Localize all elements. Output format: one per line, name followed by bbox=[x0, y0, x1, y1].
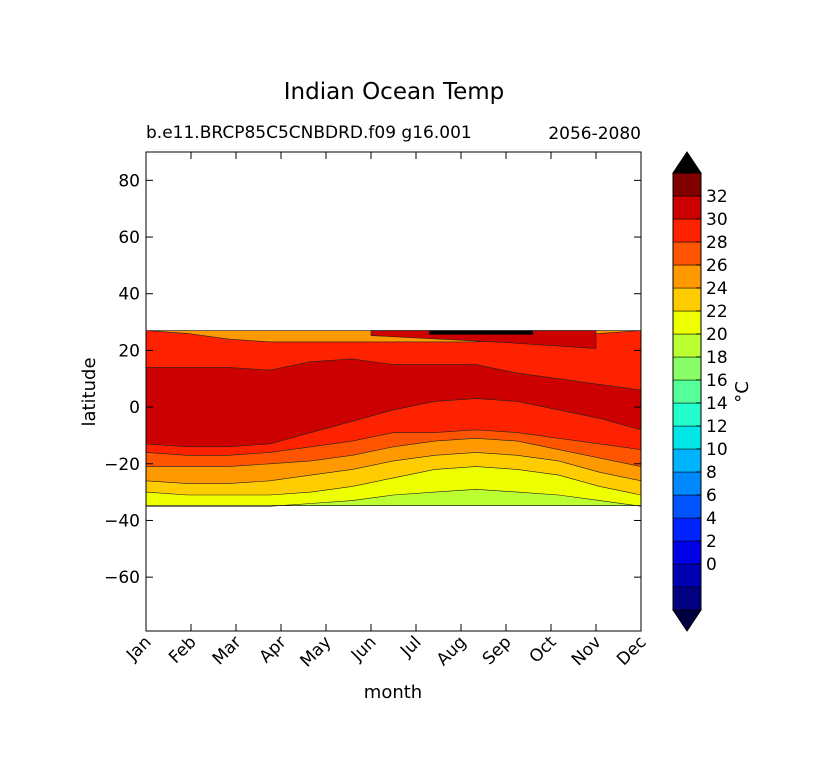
x-tick-label: Mar bbox=[209, 632, 246, 669]
colorbar-tick-label: 14 bbox=[706, 394, 728, 414]
colorbar-swatch bbox=[672, 425, 702, 450]
colorbar-swatch bbox=[672, 517, 702, 542]
colorbar-tick-label: 2 bbox=[706, 532, 717, 552]
x-tick-label: Feb bbox=[165, 632, 200, 667]
colorbar-extend-low bbox=[672, 609, 702, 632]
colorbar-swatch bbox=[672, 402, 702, 427]
y-tick-label: −40 bbox=[104, 511, 140, 531]
x-tick-label: Nov bbox=[568, 632, 606, 670]
y-tick-label: 80 bbox=[118, 171, 140, 191]
colorbar-swatch bbox=[672, 195, 702, 220]
colorbar-tick-label: 16 bbox=[706, 371, 728, 391]
contour-band-30-32 bbox=[146, 358, 641, 448]
x-axis-label: month bbox=[364, 682, 422, 703]
x-tick-label: Apr bbox=[256, 632, 291, 667]
x-tick-label: Jun bbox=[347, 632, 381, 666]
colorbar-tick-label: 26 bbox=[706, 256, 728, 276]
y-tick-label: −60 bbox=[104, 568, 140, 588]
x-tick-label: Jan bbox=[122, 632, 155, 665]
colorbar-swatch bbox=[672, 172, 702, 197]
colorbar-tick-label: 0 bbox=[706, 555, 717, 575]
y-tick-label: 40 bbox=[118, 285, 140, 305]
colorbar-swatch bbox=[672, 333, 702, 358]
colorbar-tick-label: 8 bbox=[706, 463, 717, 483]
y-tick-label: −20 bbox=[104, 455, 140, 475]
colorbar-swatch bbox=[672, 471, 702, 496]
colorbar-swatch bbox=[672, 356, 702, 381]
colorbar-swatch bbox=[672, 218, 702, 243]
chart-subtitle-left: b.e11.BRCP85C5CNBDRD.f09 g16.001 bbox=[146, 123, 472, 143]
contour-band-north-darkred bbox=[370, 330, 597, 349]
colorbar-swatch bbox=[672, 540, 702, 565]
colorbar-extend-high bbox=[672, 151, 702, 174]
chart-subtitle-right: 2056-2080 bbox=[548, 124, 641, 144]
x-tick-label: Aug bbox=[433, 632, 471, 670]
colorbar-swatch bbox=[672, 586, 702, 611]
x-tick-label: Jul bbox=[396, 632, 425, 661]
x-tick-label: Dec bbox=[613, 632, 650, 669]
colorbar-tick-label: 28 bbox=[706, 233, 728, 253]
colorbar-tick-label: 12 bbox=[706, 417, 728, 437]
y-tick-label: 0 bbox=[129, 398, 140, 418]
colorbar-tick-label: 32 bbox=[706, 187, 728, 207]
colorbar-swatch bbox=[672, 310, 702, 335]
colorbar-tick-label: 20 bbox=[706, 325, 728, 345]
colorbar-swatch bbox=[672, 241, 702, 266]
plot-frame bbox=[145, 151, 642, 632]
y-tick-label: 20 bbox=[118, 341, 140, 361]
x-tick-label: Sep bbox=[479, 632, 516, 669]
colorbar-tick-label: 18 bbox=[706, 348, 728, 368]
colorbar-tick-label: 10 bbox=[706, 440, 728, 460]
colorbar-swatch bbox=[672, 379, 702, 404]
y-axis: 80 60 40 20 0 −20 −40 −60 bbox=[104, 171, 641, 588]
colorbar-frame bbox=[672, 172, 702, 611]
plot-area bbox=[146, 330, 641, 507]
colorbar-label: °C bbox=[732, 381, 753, 403]
colorbar-tick-label: 22 bbox=[706, 302, 728, 322]
colorbar-tick-label: 4 bbox=[706, 509, 717, 529]
colorbar-swatch bbox=[672, 264, 702, 289]
y-tick-label: 60 bbox=[118, 228, 140, 248]
colorbar-swatch bbox=[672, 448, 702, 473]
colorbar-swatch bbox=[672, 287, 702, 312]
x-tick-label: May bbox=[297, 632, 336, 671]
colorbar-tick-label: 6 bbox=[706, 486, 717, 506]
colorbar-tick-label: 30 bbox=[706, 210, 728, 230]
colorbar-swatch bbox=[672, 563, 702, 588]
chart-title: Indian Ocean Temp bbox=[284, 79, 505, 105]
contour-band-18-20 bbox=[146, 488, 641, 507]
y-axis-label: latitude bbox=[79, 357, 100, 426]
x-tick-label: Oct bbox=[526, 632, 561, 667]
contour-band-north-black bbox=[429, 330, 533, 335]
colorbar-swatch bbox=[672, 494, 702, 519]
colorbar-tick-label: 24 bbox=[706, 279, 728, 299]
